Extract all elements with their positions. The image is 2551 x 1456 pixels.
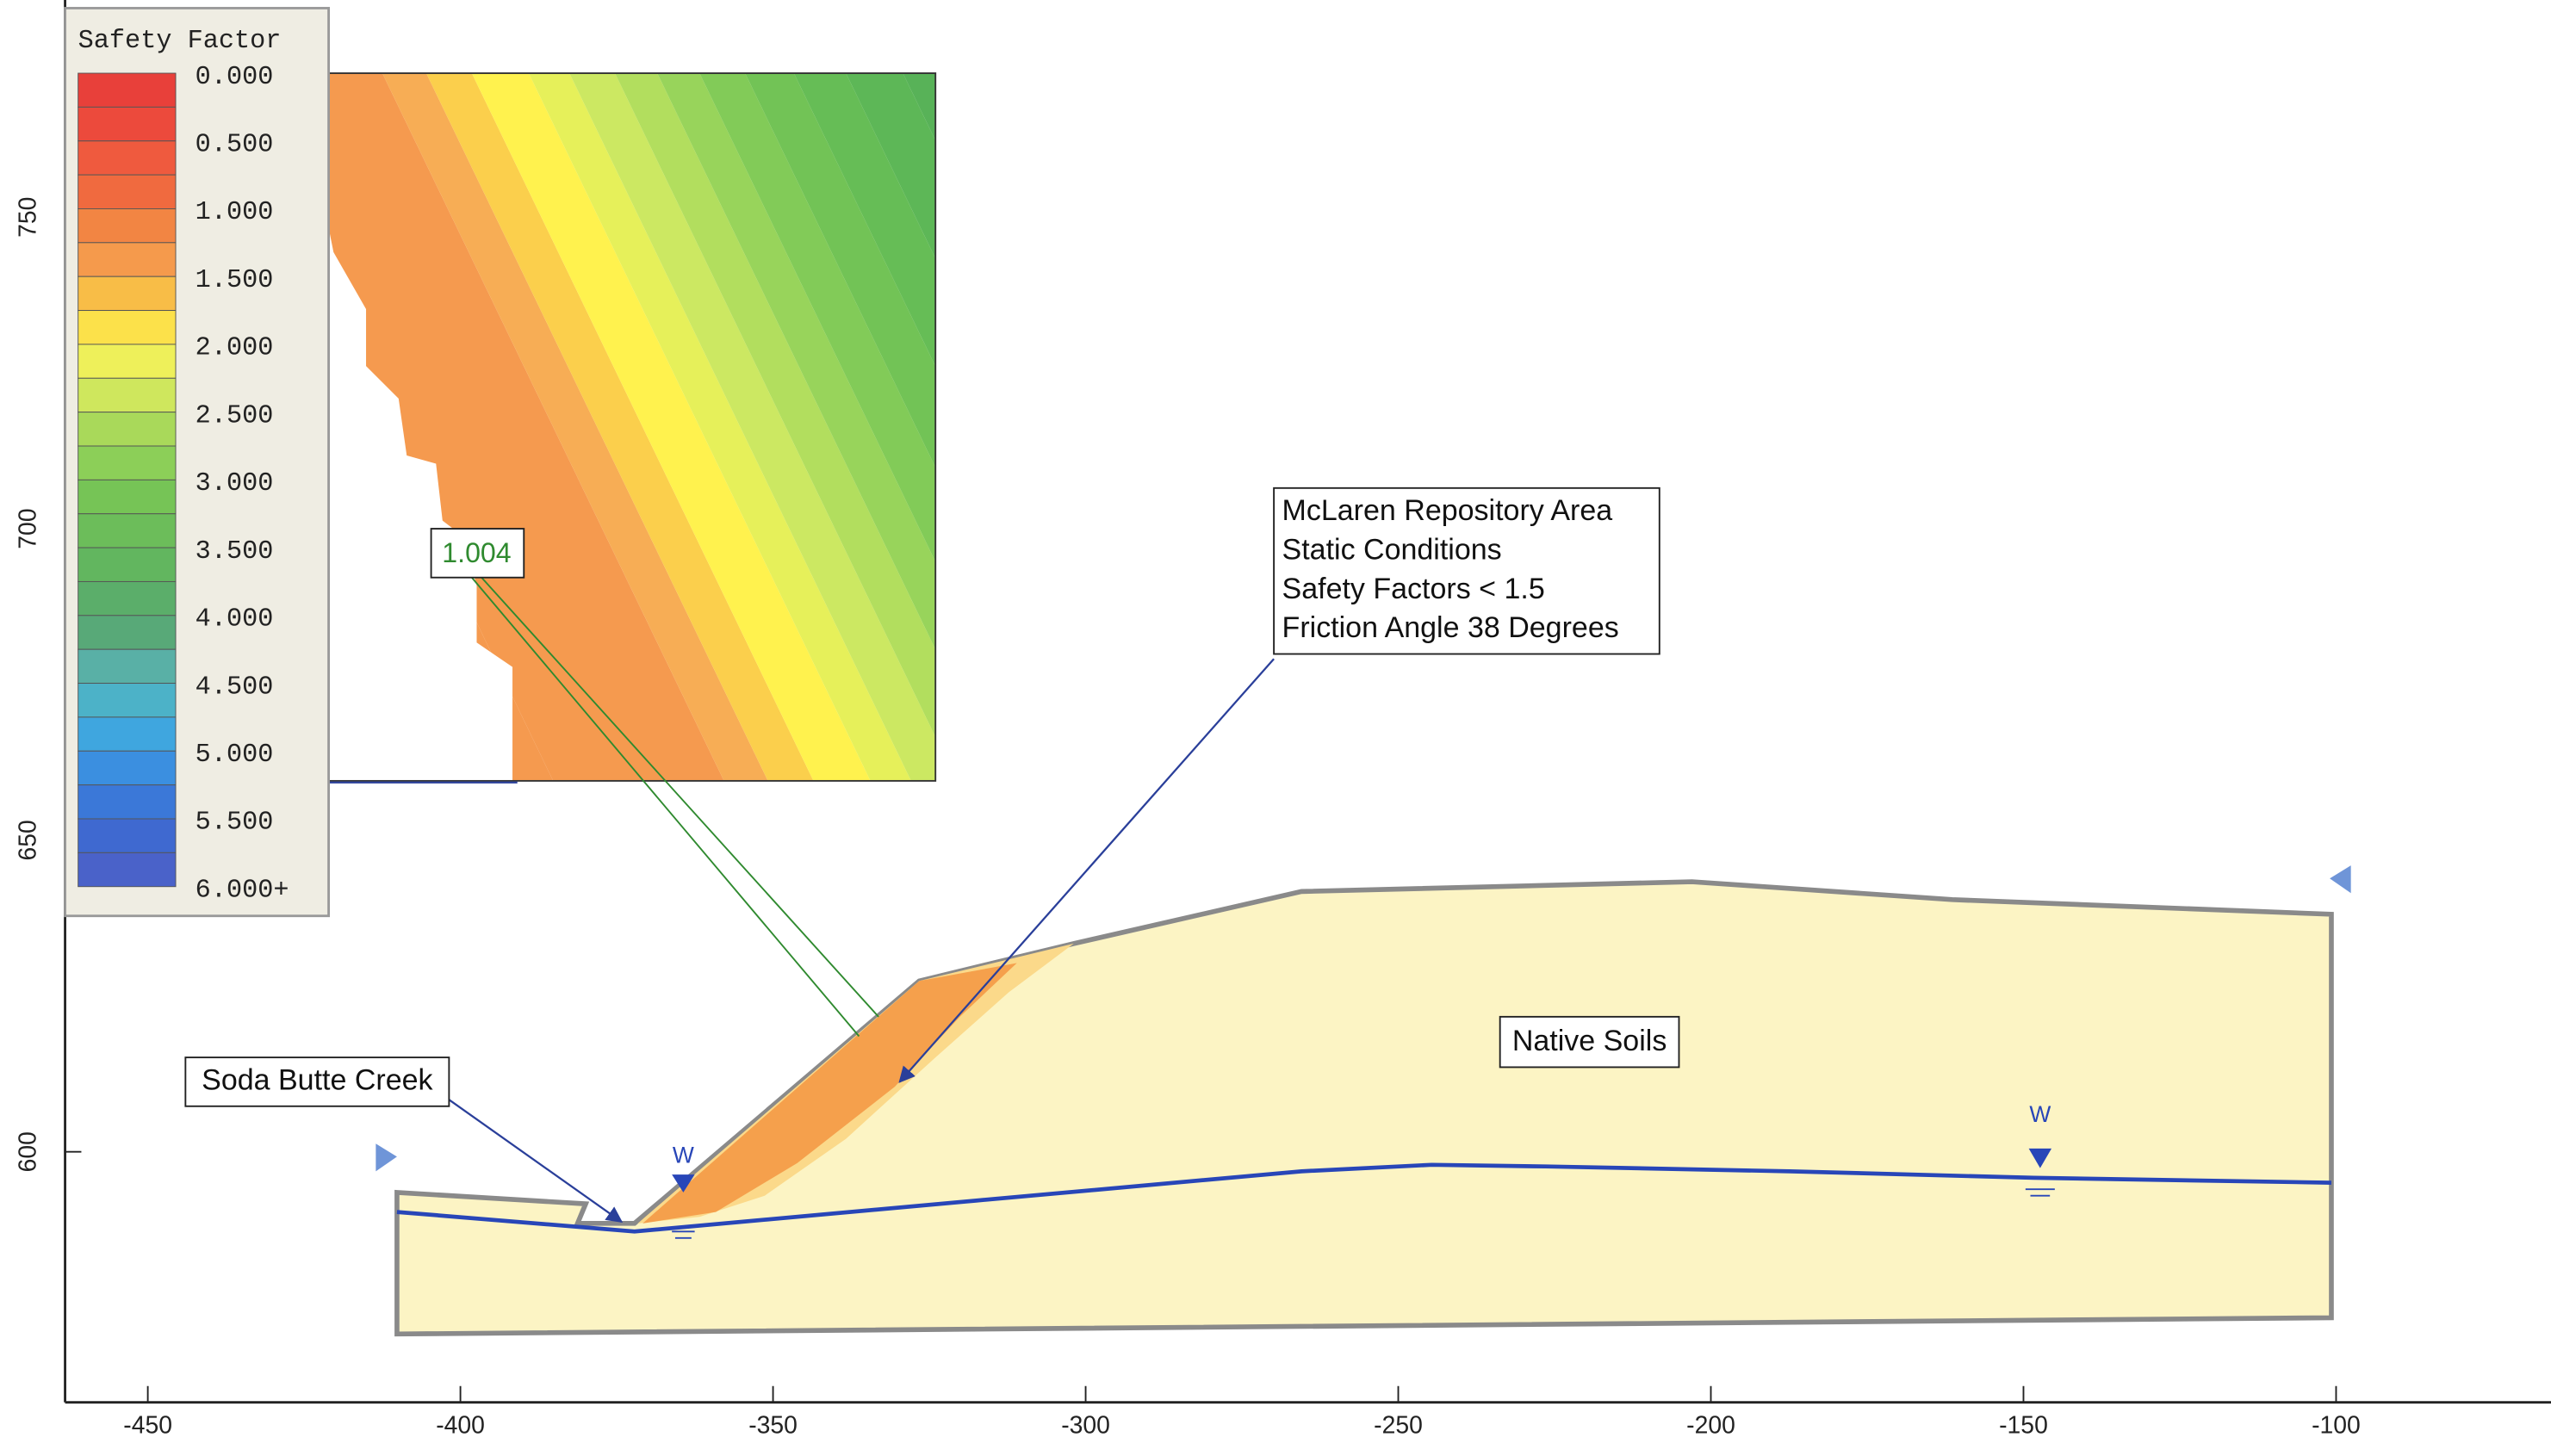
x-tick-label: -100	[2312, 1411, 2361, 1439]
legend-swatch	[78, 412, 176, 446]
legend-swatch	[78, 446, 176, 480]
x-tick-label: -200	[1686, 1411, 1735, 1439]
legend-label: 4.000	[196, 605, 274, 635]
repository-note-line: Friction Angle 38 Degrees	[1282, 611, 1619, 644]
legend-swatch	[78, 819, 176, 852]
legend-swatch	[78, 344, 176, 378]
legend-title: Safety Factor	[78, 27, 282, 56]
repository-note-line: McLaren Repository Area	[1282, 494, 1613, 527]
x-tick-label: -450	[123, 1411, 172, 1439]
x-tick-label: -150	[1999, 1411, 2048, 1439]
legend-swatch	[78, 514, 176, 548]
model-view: W W -450 -400 -350 -300 -250 -200 -150 -100 600 6…	[0, 0, 2551, 1456]
legend-swatch	[78, 73, 176, 107]
legend-swatch	[78, 717, 176, 751]
legend-label: 0.000	[196, 63, 274, 92]
x-tick-label: -250	[1374, 1411, 1423, 1439]
water-marker-label: W	[2029, 1101, 2051, 1127]
legend-swatch	[78, 751, 176, 784]
soils-label: Native Soils	[1512, 1025, 1667, 1057]
min-factor-label: 1.004	[442, 537, 511, 568]
water-marker-label: W	[673, 1142, 694, 1168]
legend-swatch	[78, 208, 176, 242]
x-tick-label: -400	[436, 1411, 485, 1439]
y-tick-label: 600	[14, 1131, 41, 1172]
x-tick-label: -350	[748, 1411, 798, 1439]
legend-swatch	[78, 107, 176, 140]
legend-label: 3.500	[196, 537, 274, 567]
creek-label: Soda Butte Creek	[202, 1063, 433, 1096]
legend-swatch	[78, 785, 176, 819]
legend-swatch	[78, 548, 176, 581]
legend-label: 2.000	[196, 334, 274, 363]
legend-swatch	[78, 581, 176, 615]
legend-swatch	[78, 480, 176, 513]
x-tick-label: -300	[1061, 1411, 1110, 1439]
legend-swatch	[78, 616, 176, 649]
legend-swatch	[78, 311, 176, 344]
legend-label: 2.500	[196, 401, 274, 431]
y-tick-label: 750	[14, 197, 41, 238]
legend-swatch	[78, 276, 176, 310]
repository-note-line: Static Conditions	[1282, 533, 1502, 566]
repository-note-line: Safety Factors < 1.5	[1282, 573, 1545, 605]
legend-swatch	[78, 175, 176, 208]
legend-label: 1.000	[196, 198, 274, 227]
legend-swatch	[78, 378, 176, 412]
y-tick-label: 650	[14, 820, 41, 860]
y-tick-label: 700	[14, 508, 41, 548]
legend-label: 1.500	[196, 266, 274, 295]
legend-swatch	[78, 649, 176, 683]
legend-label: 3.000	[196, 469, 274, 499]
page: {"legend": {"title": "Safety Factor", "l…	[0, 0, 2551, 1456]
legend-label: 5.500	[196, 809, 274, 838]
legend-swatch	[78, 141, 176, 175]
legend-label: 0.500	[196, 131, 274, 160]
legend-swatch	[78, 684, 176, 717]
legend-label: 6.000+	[196, 876, 289, 905]
legend-label: 5.000	[196, 740, 274, 770]
legend-swatch	[78, 243, 176, 276]
legend-swatch	[78, 852, 176, 886]
legend-label: 4.500	[196, 672, 274, 702]
